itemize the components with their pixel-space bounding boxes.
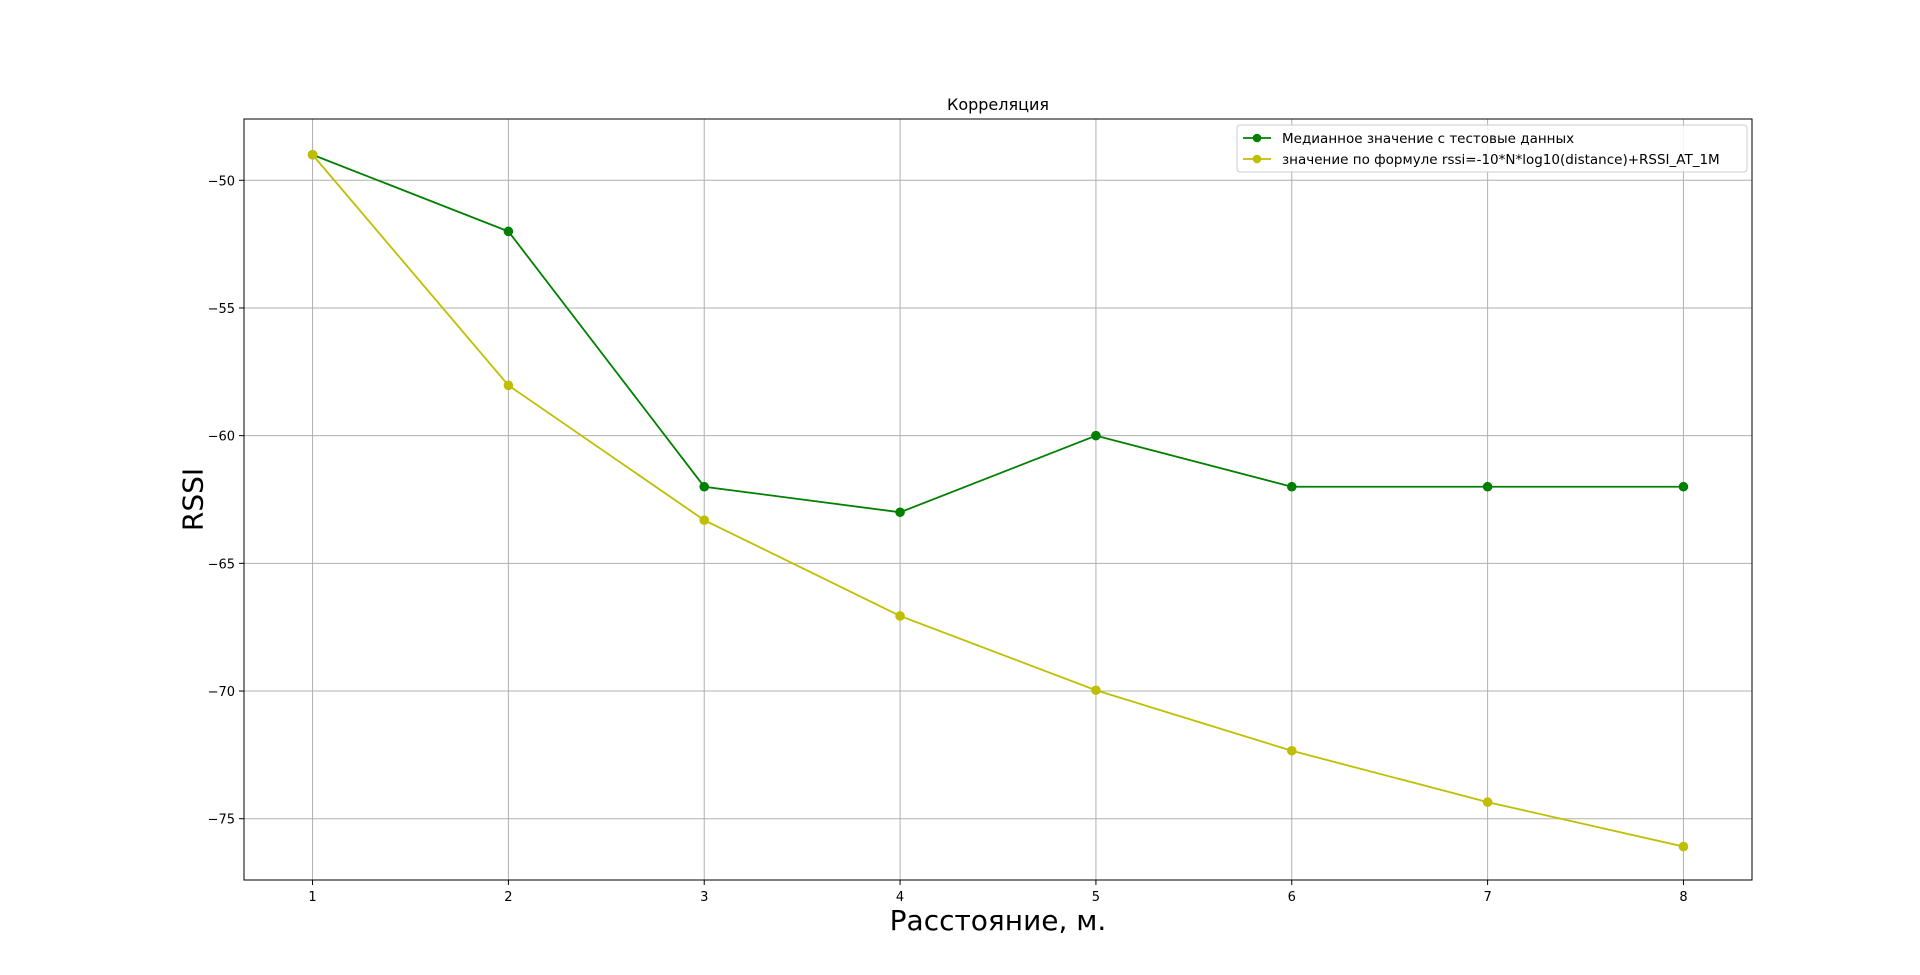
data-point [503, 226, 514, 237]
data-point [1482, 797, 1493, 807]
legend-box [1236, 124, 1748, 173]
y-tick-label: −75 [208, 813, 235, 828]
grid [244, 119, 1752, 880]
legend-marker [1252, 154, 1262, 164]
x-tick-label: 1 [308, 890, 316, 905]
data-point [1091, 685, 1101, 696]
x-tick-label: 5 [1092, 890, 1100, 905]
x-axis-label: Расстояние, м. [890, 904, 1107, 937]
y-tick-label: −65 [208, 557, 235, 572]
data-point [503, 380, 514, 391]
data-point [895, 507, 905, 518]
series-1 [307, 149, 1689, 518]
legend-label: значение по формуле rssi=-10*N*log10(dis… [1282, 152, 1720, 168]
legend-item: значение по формуле rssi=-10*N*log10(dis… [1243, 152, 1720, 168]
data-point [1482, 481, 1493, 492]
data-point [1091, 430, 1101, 441]
legend-item: Медианное значение с тестовые данных [1243, 131, 1574, 147]
data-point [1678, 481, 1689, 492]
plot-area-frame [243, 118, 1753, 881]
data-point [1286, 481, 1297, 492]
series-line [312, 153, 1684, 514]
x-tick-label: 2 [504, 890, 512, 905]
y-tick-label: −60 [208, 430, 235, 445]
data-point [1678, 841, 1689, 852]
x-tick-label: 8 [1679, 890, 1687, 905]
legend-marker [1252, 133, 1262, 143]
data-point [699, 481, 710, 492]
series-2 [307, 149, 1689, 852]
data-point [307, 149, 318, 160]
y-tick-label: −50 [208, 174, 235, 189]
x-tick-label: 4 [896, 890, 904, 905]
data-point [1286, 745, 1297, 756]
x-tick-label: 3 [700, 890, 708, 905]
legend: Медианное значение с тестовые данных знач… [1236, 124, 1748, 173]
series-layer [307, 149, 1689, 852]
x-tick-label: 7 [1483, 890, 1491, 905]
y-tick-label: −70 [208, 685, 235, 700]
chart-title: Корреляция [947, 95, 1049, 114]
y-axis-label: RSSI [177, 468, 210, 531]
x-tick-label: 6 [1288, 890, 1296, 905]
series-line [311, 154, 1684, 848]
data-point [699, 515, 710, 525]
y-tick-label: −55 [208, 302, 235, 317]
ticks: 1 2 3 4 5 6 7 8 −50 −55 −60 −65 −70 −75 [208, 174, 1688, 905]
data-point [895, 611, 905, 621]
legend-label: Медианное значение с тестовые данных [1282, 131, 1574, 147]
